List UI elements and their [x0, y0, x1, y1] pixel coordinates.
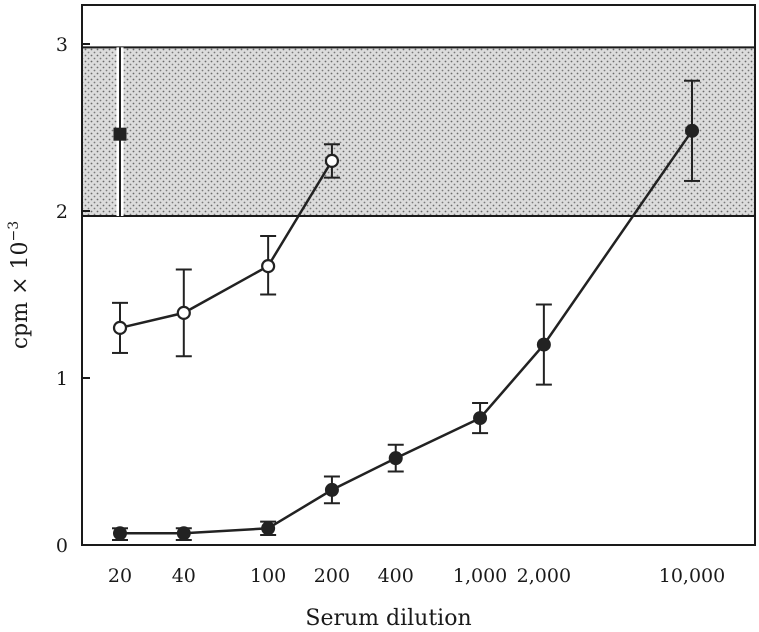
x-tick-label: 20 — [108, 565, 132, 587]
y-axis-title: cpm × 10−3 — [6, 221, 33, 349]
x-tick-label: 10,000 — [659, 565, 725, 587]
data-point-filled-square — [113, 127, 127, 141]
y-tick-label: 1 — [56, 368, 68, 390]
data-point-filled-circle — [176, 526, 191, 541]
data-point-filled-circle — [113, 526, 127, 541]
series-filled-circle — [112, 79, 700, 541]
x-tick-label: 100 — [250, 565, 286, 587]
x-tick-label: 200 — [314, 565, 350, 587]
x-tick-label: 1,000 — [453, 565, 507, 587]
data-point-filled-circle — [388, 451, 403, 466]
y-axis: 0 1 2 3 — [56, 34, 90, 557]
series-line — [119, 160, 333, 330]
data-point-filled-circle — [324, 482, 339, 497]
y-axis-title-base: cpm × 10 — [8, 241, 33, 349]
x-tick-label: 2,000 — [517, 565, 571, 587]
y-tick-label: 2 — [56, 201, 68, 223]
data-point-filled-circle — [536, 337, 551, 352]
x-tick-label: 40 — [172, 565, 196, 587]
data-point-open-circle — [112, 320, 128, 335]
data-point-filled-circle — [261, 521, 276, 536]
plot-frame — [81, 4, 756, 546]
y-tick-label: 3 — [56, 34, 68, 56]
y-tick-label: 0 — [56, 535, 68, 557]
y-axis-title-exponent: −3 — [6, 221, 22, 242]
series-line — [120, 130, 694, 535]
data-point-filled-circle — [685, 123, 699, 138]
data-point-open-circle — [324, 153, 340, 168]
data-point-open-circle — [261, 259, 276, 274]
data-point-open-circle — [176, 305, 191, 320]
series-layer — [112, 47, 700, 541]
x-tick-label: 400 — [378, 565, 414, 587]
x-axis-title: Serum dilution — [305, 606, 471, 631]
data-point-filled-circle — [473, 411, 488, 426]
shaded-band — [82, 47, 755, 217]
x-axis: 20 40 100 200 400 1,000 2,000 10,000 — [108, 565, 725, 587]
series-filled-square — [113, 47, 127, 217]
series-open-circle — [112, 143, 340, 358]
